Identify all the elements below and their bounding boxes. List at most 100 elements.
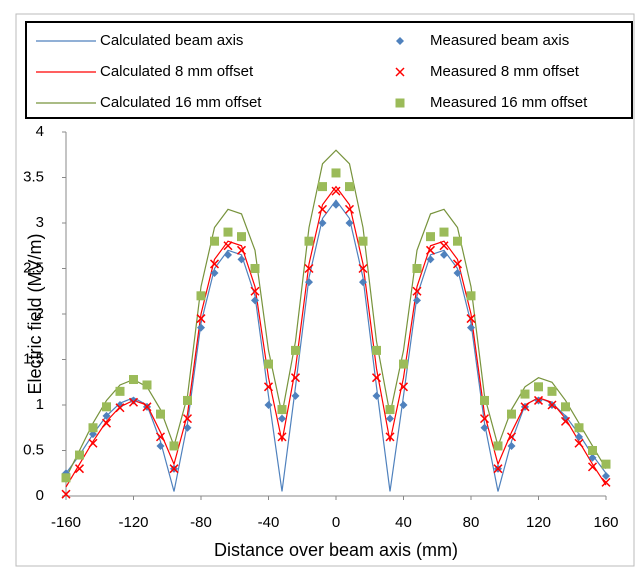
data-point [128,397,139,407]
data-point [602,471,610,480]
data-point [237,255,246,264]
data-point [223,227,233,237]
data-point [493,464,503,474]
data-point [291,345,300,355]
data-point [304,236,314,246]
data-point [385,405,395,415]
data-point [358,263,368,274]
data-point [250,286,260,296]
data-point [439,241,449,251]
data-point [534,382,543,392]
data-point [345,219,354,227]
data-point [574,438,584,448]
data-point [196,314,206,324]
data-point [332,200,340,209]
series-line [65,185,607,488]
data-point [291,391,300,400]
data-point [182,414,193,424]
data-point [412,286,422,296]
data-point [452,259,463,269]
data-point [277,405,287,415]
data-point [331,186,341,196]
data-point [480,395,489,405]
x-tick-label: 0 [332,514,340,531]
data-point [412,264,422,273]
data-point [575,432,583,441]
data-point [88,423,98,433]
data-point [588,446,597,455]
x-tick-label: -40 [258,514,280,531]
series-line [65,199,607,492]
data-point [115,403,125,413]
legend-label: Measured 16 mm offset [430,94,588,111]
data-point [398,382,409,392]
data-point [129,375,138,385]
data-point [142,402,152,412]
data-point [236,245,247,255]
data-point [88,438,98,448]
legend-box [25,21,633,119]
data-point [453,269,462,278]
data-point [264,401,273,409]
data-point [75,450,84,460]
data-point [331,168,341,178]
legend-label: Measured beam axis [430,32,569,49]
data-point [196,291,206,301]
data-point [250,264,260,273]
data-point [278,414,286,423]
data-point [263,382,274,392]
data-point [277,432,287,442]
y-tick-label: 0 [36,487,44,504]
data-point [169,441,179,451]
x-tick-label: 40 [395,514,412,531]
data-point [372,391,381,400]
data-point [318,182,327,192]
data-point [561,414,570,423]
data-point [209,259,220,269]
data-point [426,232,435,242]
data-point [197,323,205,332]
data-point [155,432,166,442]
data-point [520,402,530,412]
data-point [156,441,165,450]
legend-swatch [395,98,405,108]
data-point [533,395,544,405]
y-tick-label: 1.5 [23,350,44,367]
data-point [318,219,327,227]
data-point [116,401,124,409]
data-point [440,250,448,259]
y-tick-label: 4 [36,123,44,140]
x-axis-title: Distance over beam axis (mm) [214,540,458,560]
y-tick-label: 1 [36,396,44,413]
y-tick-label: 3 [36,214,44,231]
data-point [426,255,435,264]
data-point [466,291,476,301]
data-point [115,386,125,396]
data-point [224,250,232,259]
y-tick-label: 2.5 [23,259,44,276]
data-point [453,236,462,246]
x-tick-label: 160 [593,514,618,531]
data-point [601,477,611,487]
data-point [210,269,219,278]
legend-swatch [396,37,404,45]
data-point [102,411,111,420]
data-point [371,373,382,383]
x-tick-label: 120 [526,514,551,531]
data-point [506,432,517,442]
data-point [359,278,367,287]
series-line [65,149,607,479]
data-point [345,182,354,192]
y-tick-label: 2 [36,305,44,322]
data-point [588,453,597,462]
data-point [183,423,192,432]
data-point [560,416,571,426]
legend-swatch [395,67,405,77]
legend-label: Calculated 8 mm offset [100,63,254,80]
data-point [413,296,421,305]
data-point [480,423,489,432]
x-tick-label: 80 [463,514,480,531]
data-point [61,489,71,499]
